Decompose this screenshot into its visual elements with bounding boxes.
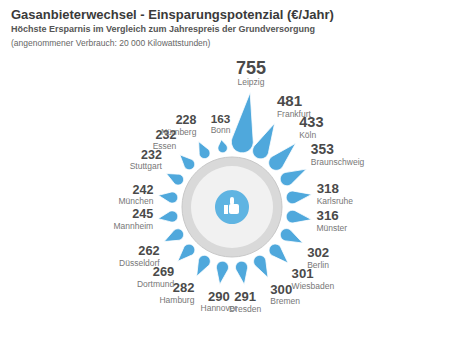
svg-text:301: 301 [292, 266, 314, 281]
svg-text:Höchste Ersparnis im Vergleich: Höchste Ersparnis im Vergleich zum Jahre… [11, 24, 315, 34]
svg-text:Münster: Münster [316, 223, 347, 233]
svg-text:Bonn: Bonn [211, 125, 231, 135]
svg-text:Berlin: Berlin [307, 259, 329, 270]
svg-text:242: 242 [132, 183, 153, 197]
svg-text:291: 291 [234, 289, 256, 304]
svg-text:Dresden: Dresden [229, 303, 262, 314]
svg-text:Mannheim: Mannheim [114, 221, 154, 231]
svg-text:Wiesbaden: Wiesbaden [292, 281, 335, 291]
svg-text:245: 245 [132, 207, 153, 221]
svg-text:Karlsruhe: Karlsruhe [317, 196, 354, 206]
svg-text:302: 302 [307, 245, 329, 260]
svg-text:163: 163 [211, 112, 231, 125]
svg-text:Bremen: Bremen [270, 296, 300, 306]
svg-text:Frankfurt: Frankfurt [276, 108, 311, 119]
svg-text:Hamburg: Hamburg [159, 295, 194, 305]
svg-text:(angenommener Verbrauch: 20 00: (angenommener Verbrauch: 20 000 Kilowatt… [11, 38, 211, 48]
svg-text:Nürnberg: Nürnberg [161, 127, 197, 137]
svg-text:Leipzig: Leipzig [237, 77, 264, 87]
svg-text:Gasanbieterwechsel - Einsparun: Gasanbieterwechsel - Einsparungspotenzia… [11, 7, 334, 22]
svg-text:300: 300 [270, 282, 292, 297]
svg-text:Stuttgart: Stuttgart [130, 161, 163, 171]
svg-text:290: 290 [208, 289, 230, 304]
svg-text:282: 282 [173, 280, 195, 295]
svg-text:755: 755 [236, 58, 266, 78]
svg-text:München: München [118, 196, 153, 206]
svg-text:433: 433 [299, 114, 323, 130]
svg-text:316: 316 [316, 208, 338, 223]
svg-text:228: 228 [176, 113, 197, 127]
svg-text:Essen: Essen [153, 141, 177, 151]
svg-text:269: 269 [152, 264, 175, 280]
svg-text:481: 481 [277, 92, 302, 109]
svg-text:Köln: Köln [299, 130, 316, 140]
svg-text:232: 232 [141, 147, 162, 162]
svg-text:262: 262 [138, 243, 159, 258]
svg-text:Hannover: Hannover [201, 303, 238, 313]
svg-text:Braunschweig: Braunschweig [311, 157, 365, 167]
svg-text:Dortmund: Dortmund [137, 279, 175, 289]
svg-text:318: 318 [317, 181, 340, 196]
svg-text:Düsseldorf: Düsseldorf [119, 258, 160, 268]
svg-text:353: 353 [311, 142, 334, 157]
